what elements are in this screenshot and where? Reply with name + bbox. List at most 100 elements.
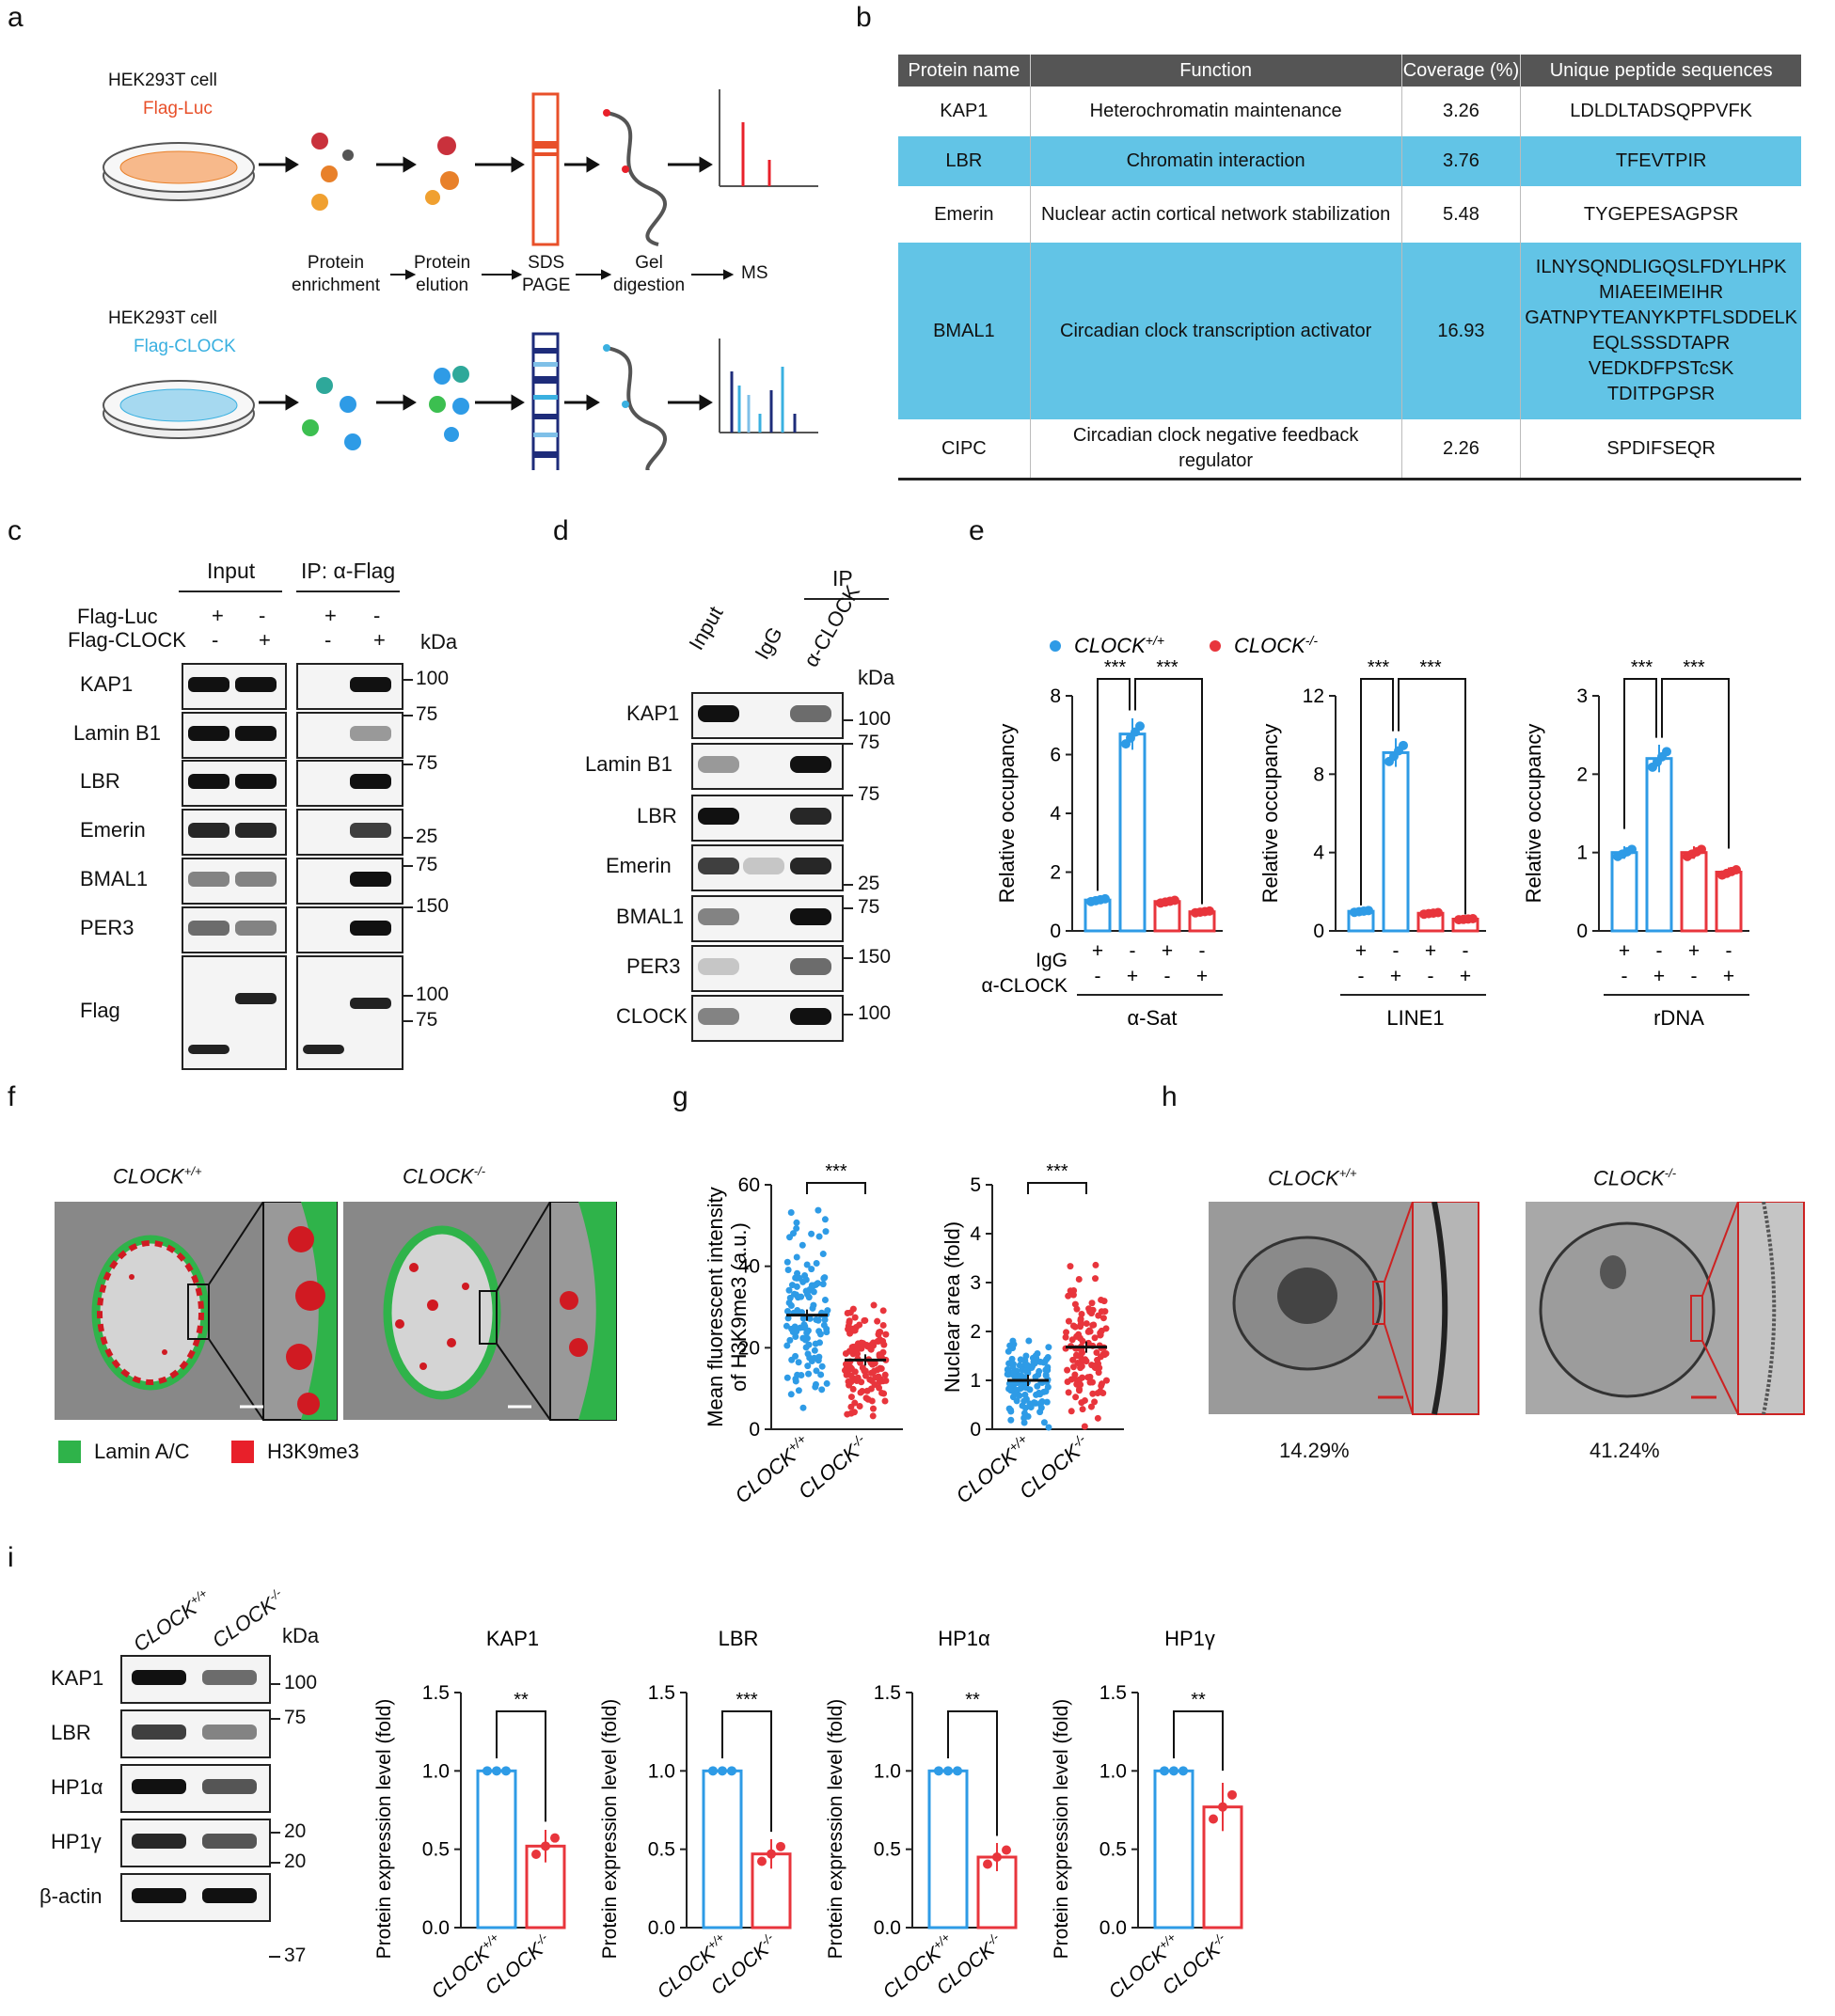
blot-band xyxy=(188,677,229,692)
data-point xyxy=(870,1367,878,1375)
data-point xyxy=(1095,1312,1102,1319)
data-point xyxy=(1064,1366,1071,1374)
sig-label: *** xyxy=(736,1690,758,1710)
data-point xyxy=(1020,1419,1028,1426)
occupancy-chart: 0 2 4 6 8 Relative occupancy + - - + + - - + *** *** α-S… xyxy=(995,657,1223,1030)
sign-aclock: + xyxy=(1723,966,1734,987)
x-cat-name: CLOCK xyxy=(1015,1439,1085,1504)
data-point xyxy=(1021,1391,1029,1398)
data-point xyxy=(1036,1389,1043,1396)
y-tick-label: 1 xyxy=(970,1370,981,1392)
marker-tick xyxy=(402,995,413,997)
data-point xyxy=(801,1271,809,1279)
occupancy-chart: 0 4 8 12 Relative occupancy + - - + + - - + *** *** LIN… xyxy=(1258,657,1486,1030)
data-point xyxy=(878,1389,886,1396)
blot-row-label: HP1α xyxy=(51,1775,103,1799)
data-point xyxy=(790,1290,798,1298)
blot-row-label: KAP1 xyxy=(626,701,680,725)
data-point xyxy=(823,1329,830,1336)
blot-band xyxy=(698,756,739,773)
data-point xyxy=(1043,1398,1051,1406)
f-ko-label: CLOCK-/- xyxy=(403,1164,485,1189)
data-point xyxy=(856,1321,863,1329)
blot-band xyxy=(743,858,784,874)
data-point xyxy=(850,1327,858,1334)
data-point xyxy=(1078,1310,1085,1317)
data-point xyxy=(1090,1362,1098,1369)
y-tick-label: 0 xyxy=(749,1419,760,1441)
y-axis-label: Mean fluorescent intensity xyxy=(704,1187,727,1427)
data-point xyxy=(1009,1361,1017,1368)
panel-f: CLOCK+/+ CLOCK-/- xyxy=(0,1119,658,1514)
panel-letter-i: i xyxy=(8,1542,14,1573)
data-point xyxy=(1097,1331,1104,1339)
data-point xyxy=(1433,907,1443,918)
data-point xyxy=(1102,1377,1110,1384)
input-header: Input xyxy=(207,559,256,583)
panel-a-schematic xyxy=(103,89,818,470)
blot-band xyxy=(790,958,831,975)
sig-bracket xyxy=(806,1182,866,1194)
cell-function: Heterochromatin maintenance xyxy=(1030,87,1402,136)
panel-a: HEK293T cell Flag-Luc HEK293T cell Flag-… xyxy=(0,0,846,470)
data-point xyxy=(1079,1406,1086,1413)
data-point xyxy=(795,1387,802,1394)
data-point xyxy=(879,1337,887,1345)
data-point xyxy=(1084,1374,1092,1381)
data-point xyxy=(1081,1396,1088,1404)
blot-band xyxy=(202,1888,257,1903)
y-tick-label: 6 xyxy=(1050,745,1061,766)
data-point xyxy=(1094,1414,1101,1422)
y-tick-label: 0 xyxy=(970,1419,981,1441)
ms-spectrum-clock xyxy=(719,339,818,433)
data-point xyxy=(803,1261,811,1268)
data-point xyxy=(822,1228,830,1236)
data-point xyxy=(1023,1362,1031,1369)
marker-label: 75 xyxy=(416,703,438,725)
data-point xyxy=(1045,1424,1052,1431)
y-tick-label: 0 xyxy=(1050,921,1061,942)
data-point xyxy=(856,1402,863,1410)
data-point xyxy=(815,1233,823,1240)
marker-tick xyxy=(842,1014,853,1016)
panel-letter-d: d xyxy=(553,515,569,546)
blot-band xyxy=(790,705,831,722)
y-tick-label: 2 xyxy=(1576,764,1588,785)
blot-band xyxy=(132,1779,186,1794)
data-point xyxy=(482,1766,492,1776)
sign-luc: - xyxy=(259,604,266,627)
marker-label: 20 xyxy=(284,1820,307,1842)
bar xyxy=(1153,1769,1194,1929)
step-2-label: Protein elution xyxy=(414,253,471,295)
blot-row-label: Flag xyxy=(80,999,120,1022)
x-cat-name: CLOCK xyxy=(731,1443,801,1508)
sign-luc: + xyxy=(212,604,224,627)
sign-clock: - xyxy=(212,628,219,652)
data-point xyxy=(1022,1367,1030,1375)
data-point xyxy=(1036,1367,1043,1375)
marker-tick xyxy=(269,1862,280,1864)
y-tick-label: 1.0 xyxy=(422,1760,450,1782)
sign-igg: + xyxy=(1619,940,1630,962)
data-point xyxy=(821,1316,829,1324)
y-tick-label: 3 xyxy=(970,1272,981,1294)
cell-function: Chromatin interaction xyxy=(1030,136,1402,186)
data-point xyxy=(1029,1362,1036,1370)
marker-label: 20 xyxy=(284,1851,307,1872)
digestion-luc xyxy=(603,109,667,246)
marker-label: 100 xyxy=(416,984,450,1005)
y-tick-label: 2 xyxy=(970,1321,981,1343)
data-point xyxy=(1062,1333,1069,1341)
sig-bracket xyxy=(947,1710,998,1836)
data-point xyxy=(1089,1390,1097,1397)
sign-aclock: + xyxy=(1127,966,1138,987)
blot-band xyxy=(350,872,391,887)
cell-function: Circadian clock negative feedback regula… xyxy=(1030,419,1402,480)
data-point xyxy=(943,1766,953,1776)
data-point xyxy=(1082,1356,1089,1363)
data-point xyxy=(1076,1362,1084,1369)
data-point xyxy=(805,1370,813,1378)
h-images xyxy=(1209,1202,1805,1415)
